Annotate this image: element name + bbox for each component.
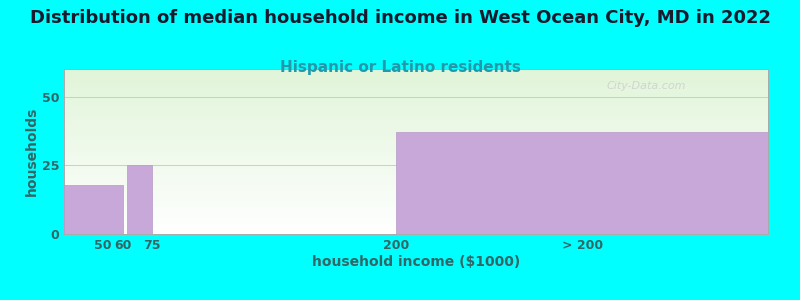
Text: Hispanic or Latino residents: Hispanic or Latino residents	[279, 60, 521, 75]
Y-axis label: households: households	[25, 107, 39, 196]
Bar	[64, 184, 122, 234]
Bar	[397, 132, 768, 234]
X-axis label: household income ($1000): household income ($1000)	[312, 255, 520, 268]
Text: Distribution of median household income in West Ocean City, MD in 2022: Distribution of median household income …	[30, 9, 770, 27]
Text: City-Data.com: City-Data.com	[606, 80, 686, 91]
Bar	[126, 165, 152, 234]
